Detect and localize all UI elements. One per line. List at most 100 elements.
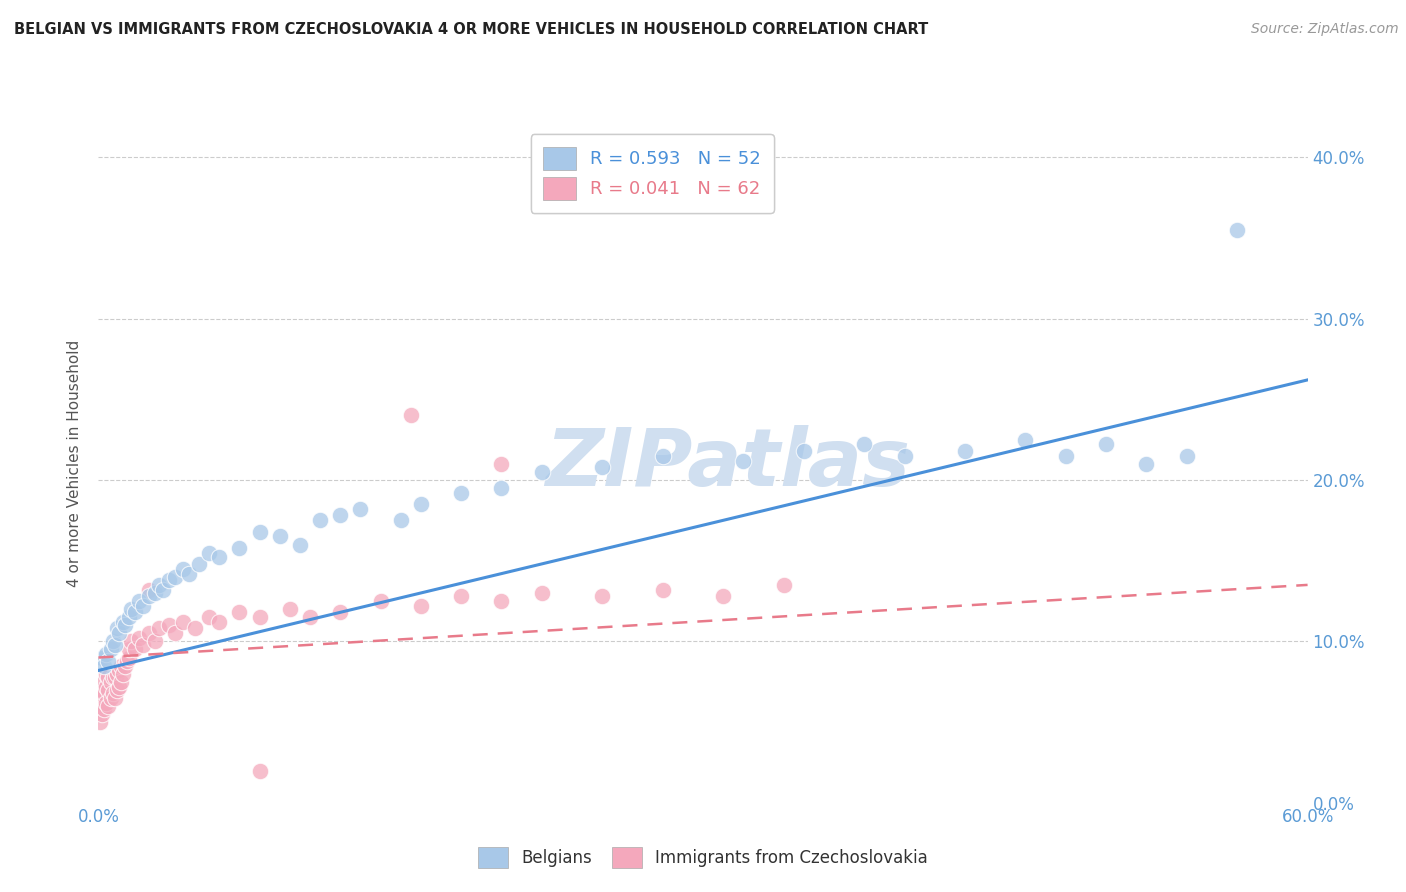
Point <box>249 524 271 539</box>
Point <box>288 537 311 551</box>
Point <box>89 698 111 713</box>
Point <box>389 513 412 527</box>
Point <box>1054 449 1077 463</box>
Point <box>409 599 432 613</box>
Point <box>651 582 673 597</box>
Point <box>733 453 755 467</box>
Point <box>651 449 673 463</box>
Point <box>409 497 432 511</box>
Point <box>100 642 122 657</box>
Point <box>105 666 128 681</box>
Point <box>118 642 141 657</box>
Point <box>148 622 170 636</box>
Point <box>114 658 136 673</box>
Point <box>124 642 146 657</box>
Point <box>103 670 125 684</box>
Y-axis label: 4 or more Vehicles in Household: 4 or more Vehicles in Household <box>67 340 83 588</box>
Point <box>114 618 136 632</box>
Point <box>128 594 150 608</box>
Point <box>97 670 120 684</box>
Point <box>893 449 915 463</box>
Point <box>157 573 180 587</box>
Point <box>198 546 221 560</box>
Point <box>1175 449 1198 463</box>
Point <box>370 594 392 608</box>
Point <box>163 570 186 584</box>
Point <box>138 589 160 603</box>
Point <box>269 529 291 543</box>
Point <box>172 562 194 576</box>
Point <box>853 437 876 451</box>
Point <box>101 670 124 684</box>
Point <box>179 566 201 581</box>
Point <box>793 444 815 458</box>
Point <box>97 682 120 697</box>
Point <box>111 615 134 629</box>
Point <box>105 622 128 636</box>
Point <box>157 618 180 632</box>
Text: BELGIAN VS IMMIGRANTS FROM CZECHOSLOVAKIA 4 OR MORE VEHICLES IN HOUSEHOLD CORREL: BELGIAN VS IMMIGRANTS FROM CZECHOSLOVAKI… <box>14 22 928 37</box>
Point <box>118 610 141 624</box>
Point <box>399 409 422 423</box>
Point <box>143 634 166 648</box>
Point <box>491 594 513 608</box>
Point <box>110 674 132 689</box>
Point <box>309 513 332 527</box>
Point <box>198 610 221 624</box>
Point <box>91 650 114 665</box>
Point <box>132 638 155 652</box>
Point <box>111 666 134 681</box>
Point <box>101 634 124 648</box>
Point <box>118 650 141 665</box>
Text: Source: ZipAtlas.com: Source: ZipAtlas.com <box>1251 22 1399 37</box>
Point <box>152 582 174 597</box>
Point <box>124 605 146 619</box>
Point <box>96 680 118 694</box>
Point <box>97 698 120 713</box>
Point <box>329 508 352 523</box>
Point <box>530 465 553 479</box>
Point <box>128 631 150 645</box>
Point <box>103 690 125 705</box>
Point <box>93 658 115 673</box>
Point <box>349 502 371 516</box>
Point <box>172 615 194 629</box>
Point <box>96 666 118 681</box>
Point <box>107 680 129 694</box>
Point <box>450 589 472 603</box>
Point <box>89 715 111 730</box>
Point <box>591 460 613 475</box>
Point <box>138 626 160 640</box>
Point <box>101 686 124 700</box>
Point <box>228 541 250 555</box>
Point <box>93 686 115 700</box>
Point <box>188 557 211 571</box>
Point <box>249 764 271 778</box>
Point <box>1135 457 1157 471</box>
Point <box>96 696 118 710</box>
Legend: Belgians, Immigrants from Czechoslovakia: Belgians, Immigrants from Czechoslovakia <box>471 840 935 875</box>
Point <box>450 486 472 500</box>
Point <box>143 586 166 600</box>
Point <box>100 690 122 705</box>
Point <box>1095 437 1118 451</box>
Point <box>530 586 553 600</box>
Point <box>1014 433 1036 447</box>
Point <box>107 664 129 678</box>
Point <box>1226 223 1249 237</box>
Point <box>299 610 322 624</box>
Point <box>97 654 120 668</box>
Point <box>110 658 132 673</box>
Text: ZIPatlas: ZIPatlas <box>544 425 910 503</box>
Point <box>148 578 170 592</box>
Point <box>184 622 207 636</box>
Point <box>115 654 138 668</box>
Point <box>120 602 142 616</box>
Point <box>711 589 734 603</box>
Point <box>772 578 794 592</box>
Point <box>208 550 231 565</box>
Point <box>163 626 186 640</box>
Point <box>100 674 122 689</box>
Point <box>591 589 613 603</box>
Point <box>228 605 250 619</box>
